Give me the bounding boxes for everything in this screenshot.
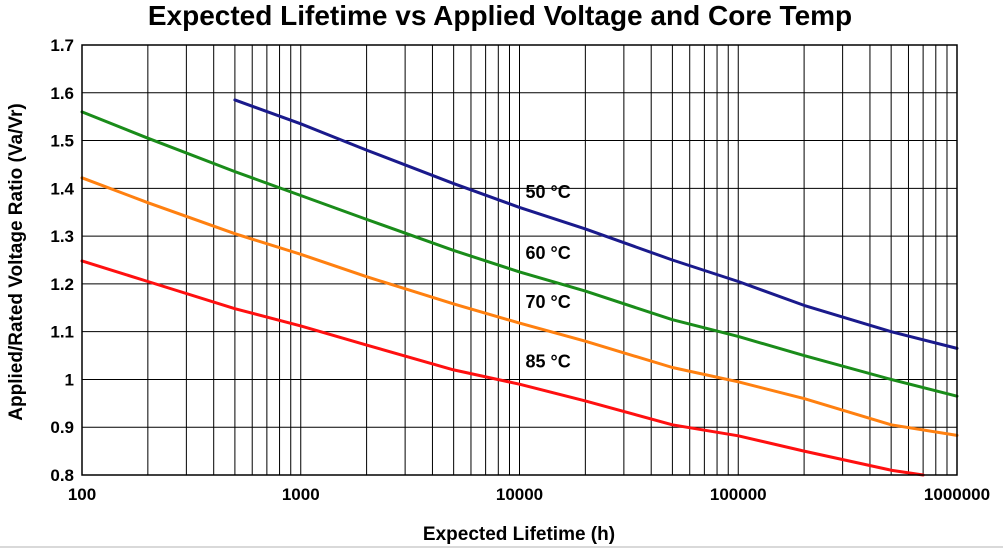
y-tick-label: 1.6 — [50, 84, 74, 103]
grid — [82, 45, 957, 475]
x-tick-label: 100000 — [710, 485, 767, 504]
y-tick-label: 1.3 — [50, 227, 74, 246]
series-labels: 50 °C 60 °C 70 °C 85 °C — [526, 182, 571, 372]
y-tick-label: 1.2 — [50, 275, 74, 294]
y-tick-label: 1.1 — [50, 323, 74, 342]
series-layer — [80, 98, 959, 477]
series-line-3 — [80, 259, 925, 477]
x-tick-label: 10000 — [496, 485, 543, 504]
y-tick-label: 0.9 — [50, 418, 74, 437]
x-axis-title: Expected Lifetime (h) — [423, 524, 615, 545]
y-tick-label: 1.4 — [50, 179, 74, 198]
x-tick-label: 1000000 — [924, 485, 990, 504]
chart-title: Expected Lifetime vs Applied Voltage and… — [148, 0, 852, 31]
x-tick-label: 100 — [68, 485, 96, 504]
plot-frame — [81, 44, 958, 476]
x-tick-label: 1000 — [282, 485, 320, 504]
series-line-0 — [233, 98, 959, 350]
y-tick-label: 1.7 — [50, 36, 74, 55]
y-tick-label: 0.8 — [50, 466, 74, 485]
y-axis-title: Applied/Rated Voltage Ratio (Va/Vr) — [6, 103, 27, 420]
y-tick-label: 1 — [65, 370, 74, 389]
series-label-3: 85 °C — [526, 352, 571, 372]
series-line-2 — [80, 176, 959, 437]
series-label-0: 50 °C — [526, 182, 571, 202]
tick-labels: 100 1000 10000 100000 1000000 0.8 0.9 1 1.1 1.2 1.… — [50, 36, 990, 504]
series-line-1 — [80, 110, 959, 398]
y-tick-label: 1.5 — [50, 132, 74, 151]
bottom-border — [0, 546, 1003, 548]
series-label-2: 70 °C — [526, 292, 571, 312]
series-label-1: 60 °C — [526, 243, 571, 263]
